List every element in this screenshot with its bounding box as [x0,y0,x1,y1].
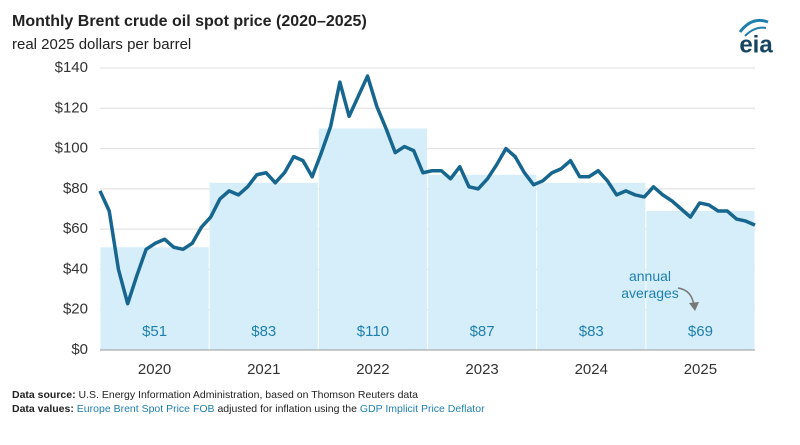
value-label: $69 [688,323,713,340]
chart-title: Monthly Brent crude oil spot price (2020… [12,13,367,30]
price-line [98,74,756,306]
value-label: $110 [357,323,389,340]
annual-average-bar [537,182,646,350]
x-tick-label: 2022 [356,361,389,378]
value-label: $51 [142,323,167,340]
value-label: $83 [579,323,604,340]
y-tick-label: $0 [71,341,88,358]
y-tick-label: $20 [63,301,88,318]
annual-average-bar [318,128,427,350]
annotation: annual averages [621,268,679,301]
y-tick-label: $60 [63,220,88,237]
y-tick-label: $40 [63,260,88,277]
x-tick-label: 2020 [138,361,171,378]
note-label: Data values: [12,403,74,415]
y-tick-label: $100 [55,140,88,157]
link[interactable]: Europe Brent Spot Price FOB [76,403,215,415]
x-tick-label: 2023 [465,361,498,378]
y-tick-label: $80 [63,180,88,197]
x-tick-label: 2025 [684,361,717,378]
chart-subtitle: real 2025 dollars per barrel [12,36,191,53]
source-note: Data source: U.S. Energy Information Adm… [12,389,418,401]
note-text: U.S. Energy Information Administration, … [78,389,419,401]
note-label: Data source: [12,389,76,401]
value-label: $83 [251,323,276,340]
values-note: Data values: Europe Brent Spot Price FOB… [12,403,485,415]
annual-average-bar [646,211,755,350]
logo-arc [744,26,767,37]
annual-average-bar [209,182,318,350]
value-label: $87 [470,323,495,340]
x-tick-label: 2024 [575,361,608,378]
logo-text: eia [739,31,773,58]
annual-average-bar [428,174,537,350]
logo: eia [738,18,773,58]
logo-arc [738,18,769,33]
link[interactable]: GDP Implicit Price Deflator [359,403,485,415]
annotation-arrowhead [689,302,699,311]
y-tick-label: $120 [55,99,88,116]
y-tick-label: $140 [55,59,88,76]
x-tick-label: 2021 [247,361,280,378]
note-text: adjusted for inflation using the [217,403,357,415]
